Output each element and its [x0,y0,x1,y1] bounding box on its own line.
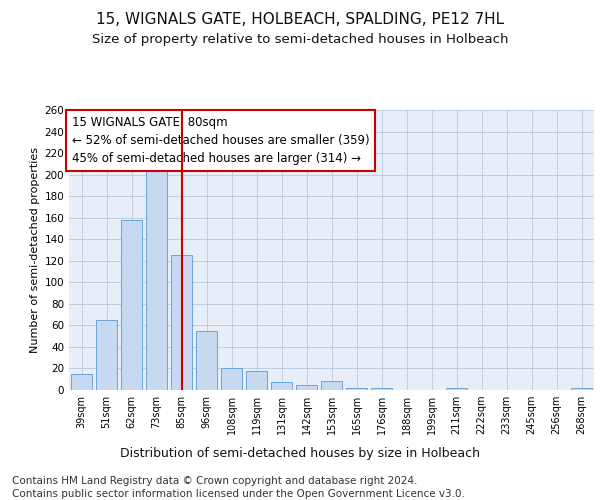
Bar [446,388,467,390]
Text: Size of property relative to semi-detached houses in Holbeach: Size of property relative to semi-detach… [92,32,508,46]
Bar [271,382,292,390]
Bar [321,382,342,390]
Bar [146,142,167,390]
Bar [246,370,267,390]
Bar [571,388,592,390]
Bar [346,388,367,390]
Bar [296,384,317,390]
Bar [196,331,217,390]
Bar [96,320,117,390]
Text: Distribution of semi-detached houses by size in Holbeach: Distribution of semi-detached houses by … [120,448,480,460]
Text: 15 WIGNALS GATE: 80sqm
← 52% of semi-detached houses are smaller (359)
45% of se: 15 WIGNALS GATE: 80sqm ← 52% of semi-det… [71,116,369,164]
Bar [71,374,92,390]
Bar [171,256,192,390]
Bar [371,388,392,390]
Bar [221,368,242,390]
Bar [121,220,142,390]
Y-axis label: Number of semi-detached properties: Number of semi-detached properties [30,147,40,353]
Text: Contains HM Land Registry data © Crown copyright and database right 2024.: Contains HM Land Registry data © Crown c… [12,476,418,486]
Text: Contains public sector information licensed under the Open Government Licence v3: Contains public sector information licen… [12,489,465,499]
Text: 15, WIGNALS GATE, HOLBEACH, SPALDING, PE12 7HL: 15, WIGNALS GATE, HOLBEACH, SPALDING, PE… [96,12,504,28]
